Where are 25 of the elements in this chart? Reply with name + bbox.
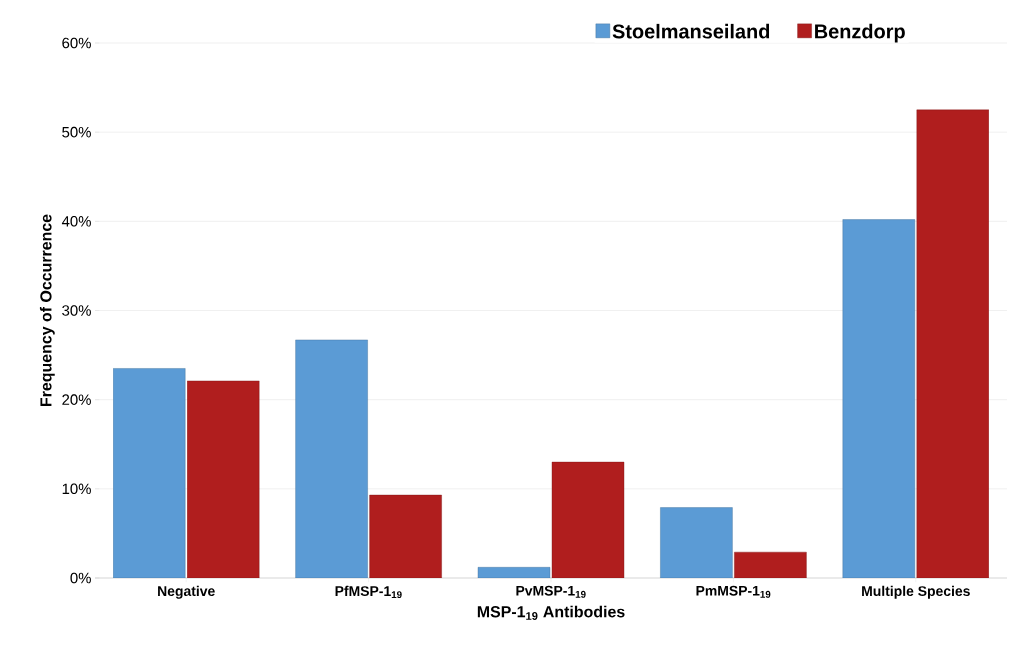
bar [660,507,733,578]
y-tick-label: 50% [62,126,91,138]
x-tick-label: PfMSP-1$_{19}$ [335,585,402,599]
legend-label: Stoelmanseiland [612,23,770,39]
x-tick-label: PvMSP-1$_{19}$ [516,585,586,598]
bar [369,494,442,578]
x-tick-label: Multiple Species [862,585,970,599]
y-axis-title: Frequency of Occurrence [39,214,55,406]
bar [187,380,260,578]
bar [916,109,989,578]
x-axis-title: MSP-1$_{19}$ Antibodies [477,605,625,620]
legend-label: Benzdorp [815,23,905,43]
y-tick-label: 60% [62,37,91,49]
y-tick-label: 0% [70,572,91,584]
y-tick-label: 20% [62,394,91,405]
bar [113,368,186,578]
bar [295,339,368,578]
y-tick-label: 30% [62,305,91,316]
y-tick-label: 10% [62,483,91,495]
x-tick-label: Negative [158,585,215,599]
bar [551,461,625,578]
bar [734,551,807,578]
y-tick-label: 40% [61,216,91,227]
bar [842,219,916,578]
x-tick-label: PmMSP-1$_{19}$ [696,585,771,598]
